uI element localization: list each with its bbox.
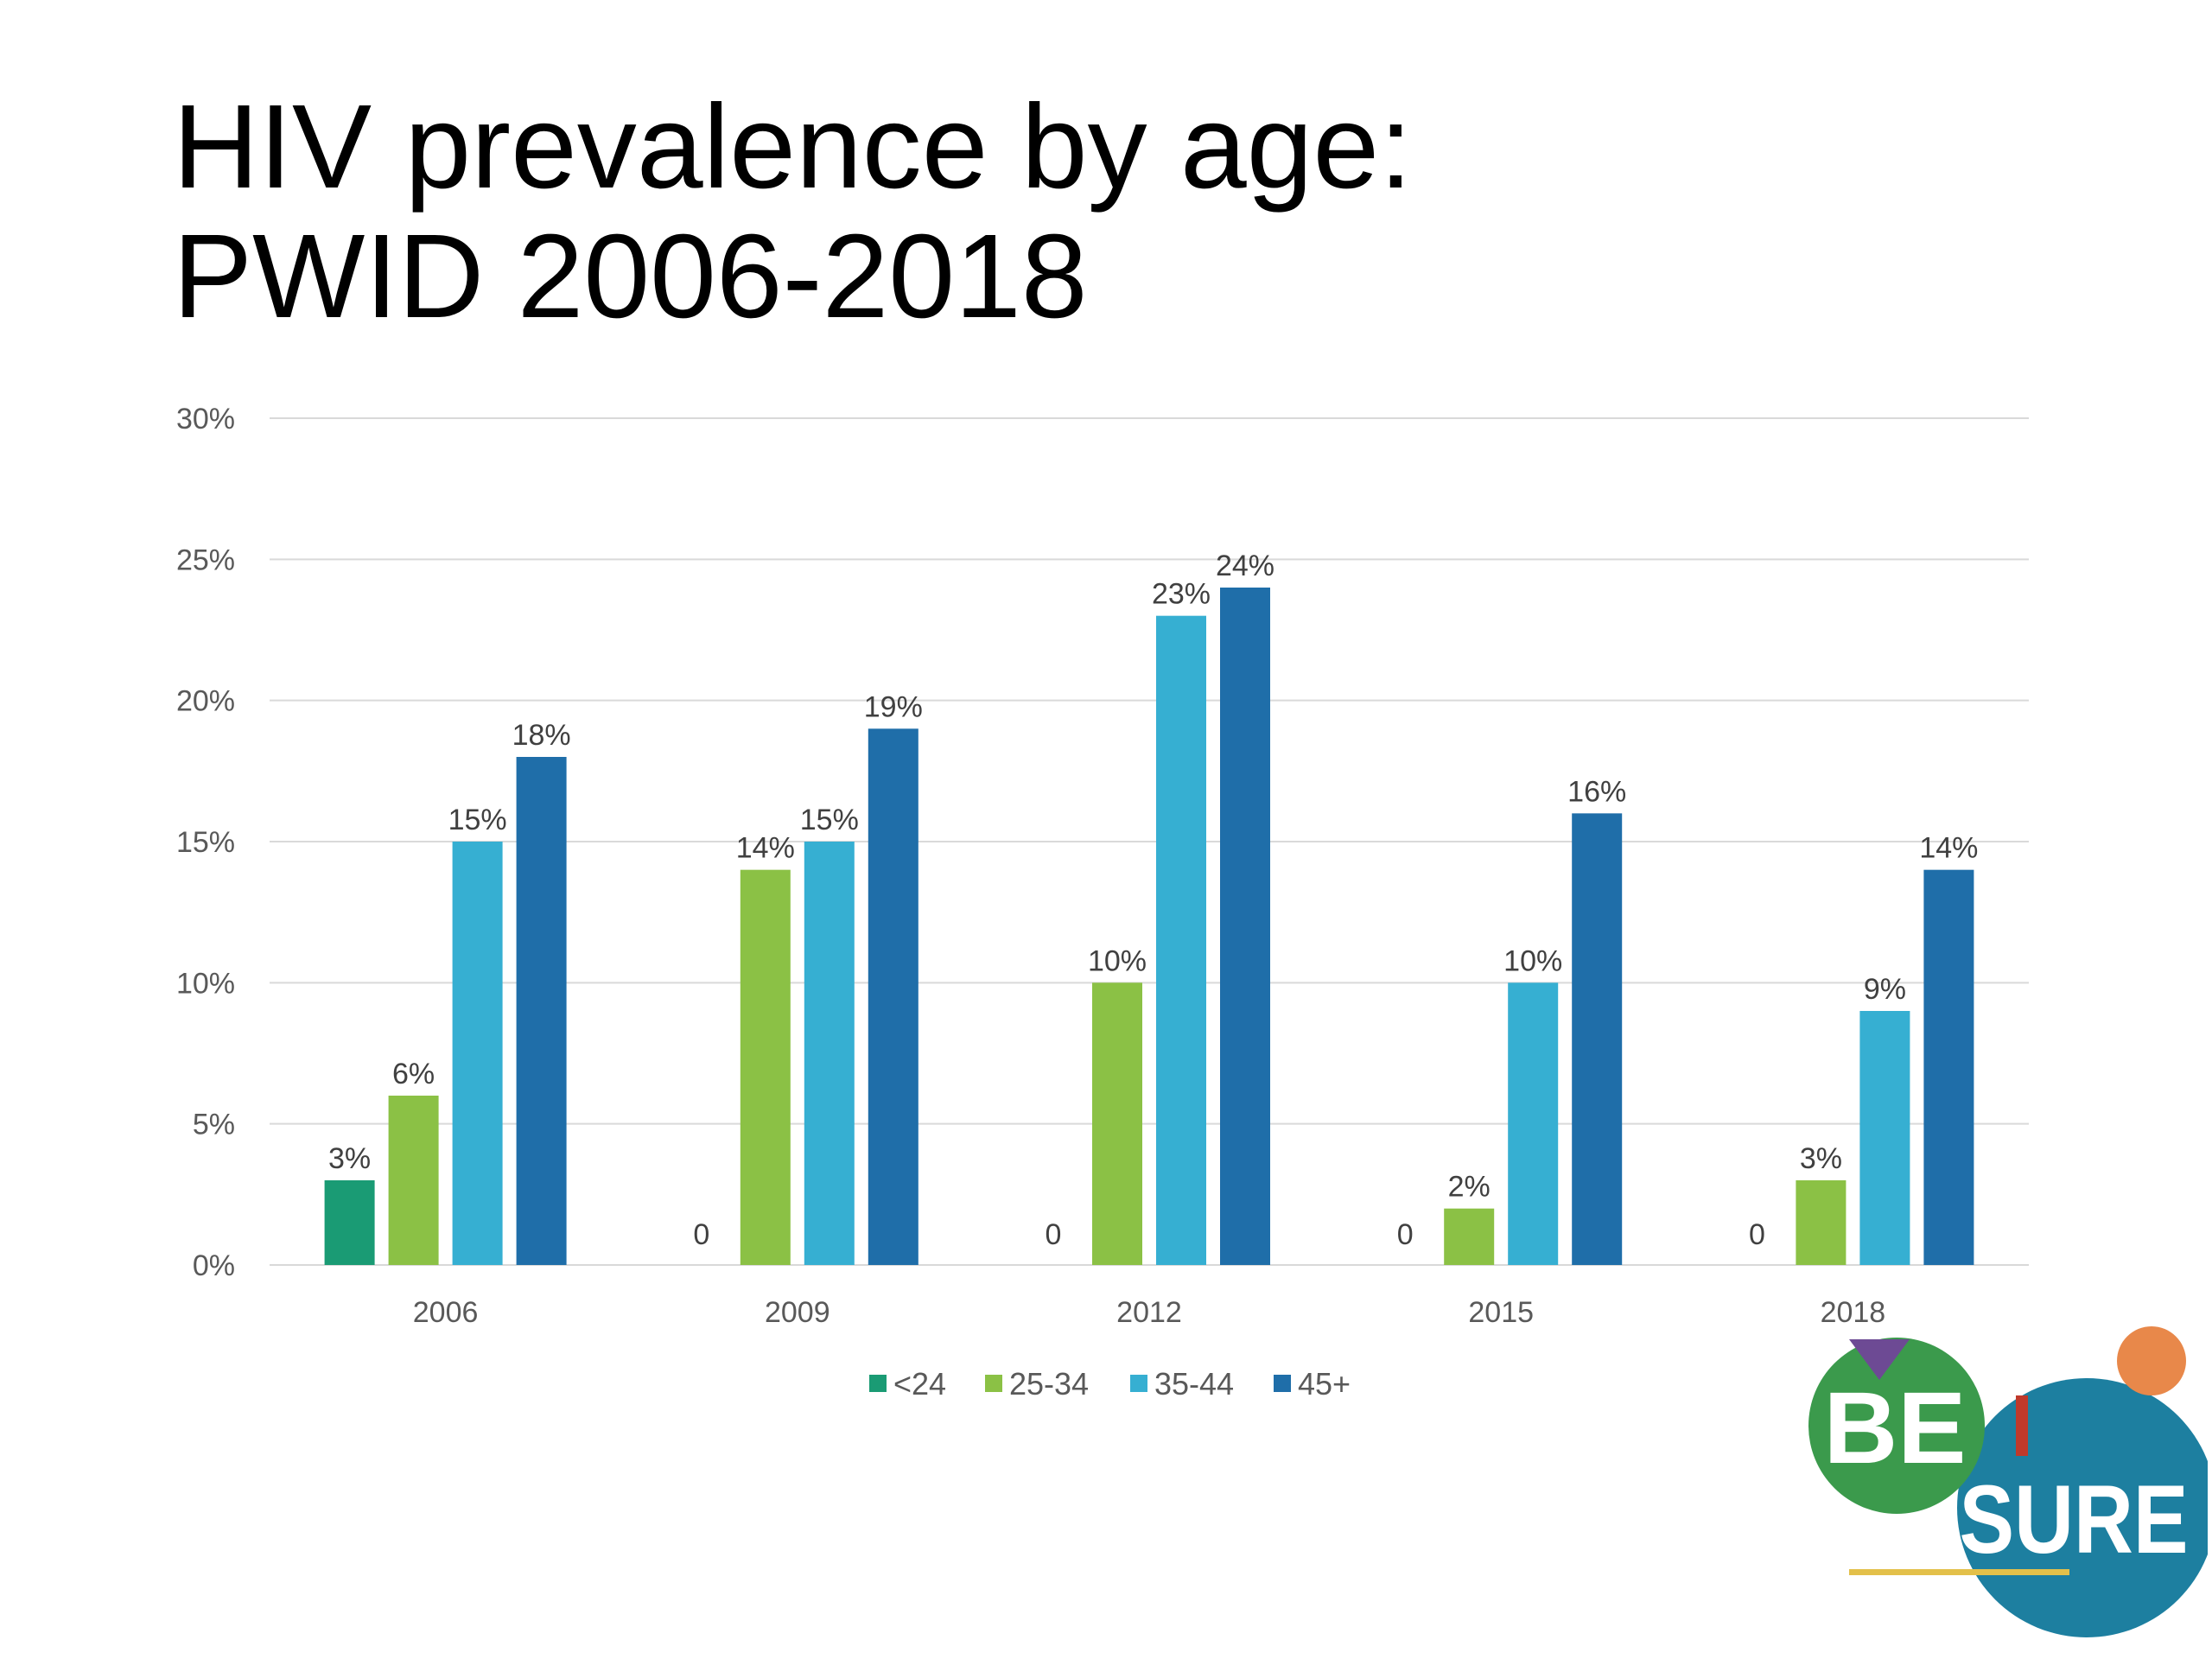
- y-tick-label: 25%: [176, 543, 235, 576]
- data-label: 18%: [512, 719, 571, 752]
- bar-35-44-2012: [1156, 615, 1206, 1265]
- title-line-2: PWID 2006-2018: [173, 210, 1088, 343]
- data-label: 15%: [448, 804, 507, 836]
- x-tick-label: 2009: [765, 1296, 830, 1329]
- logo-text-sure: SURE: [1960, 1465, 2189, 1573]
- bar-25-34-2009: [740, 869, 791, 1265]
- slide-title: HIV prevalence by age: PWID 2006-2018: [173, 82, 1413, 341]
- bar-45+-2009: [868, 728, 918, 1265]
- besure-logo: BE SURE: [1808, 1326, 2208, 1637]
- legend-swatch: [869, 1375, 887, 1392]
- bars: [324, 588, 1974, 1265]
- data-label: 14%: [1919, 832, 1978, 865]
- bar-25-34-2015: [1444, 1208, 1495, 1265]
- data-label: 23%: [1152, 578, 1211, 611]
- data-labels: 3%6%15%18%014%15%19%010%23%24%02%10%16%0…: [328, 550, 1978, 1251]
- y-axis-ticks: 0% 5% 10% 15% 20% 25% 30%: [176, 403, 235, 1282]
- legend-label: 25-34: [1009, 1366, 1089, 1402]
- bar-45+-2006: [516, 757, 567, 1265]
- data-label: 14%: [736, 832, 795, 865]
- data-label: 9%: [1864, 973, 1906, 1006]
- logo-gold-underline: [1849, 1569, 2069, 1575]
- data-label: 0: [1046, 1218, 1062, 1251]
- bar-35-44-2015: [1508, 982, 1559, 1265]
- x-axis-ticks: 2006 2009 2012 2015 2018: [413, 1296, 1885, 1329]
- data-label: 10%: [1503, 944, 1562, 977]
- y-tick-label: 15%: [176, 826, 235, 859]
- data-label: 15%: [800, 804, 859, 836]
- legend-swatch: [985, 1375, 1002, 1392]
- legend-swatch: [1274, 1375, 1291, 1392]
- data-label: 19%: [864, 690, 923, 723]
- logo-purple-triangle: [1849, 1339, 1910, 1380]
- x-tick-label: 2012: [1116, 1296, 1182, 1329]
- legend-label: <24: [893, 1366, 946, 1402]
- x-tick-label: 2006: [413, 1296, 479, 1329]
- logo-text-be: BE: [1824, 1371, 1967, 1485]
- logo-green-circle: [1808, 1338, 1985, 1514]
- bar-35-44-2009: [804, 842, 855, 1265]
- y-tick-label: 0%: [193, 1249, 235, 1282]
- y-tick-label: 20%: [176, 685, 235, 718]
- logo-red-bar: [2016, 1395, 2028, 1456]
- bar-45+-2015: [1572, 813, 1623, 1265]
- bar-25-34-2018: [1796, 1180, 1847, 1265]
- bar-25-34-2006: [388, 1096, 439, 1265]
- data-label: 10%: [1088, 944, 1147, 977]
- y-tick-label: 10%: [176, 967, 235, 1000]
- y-tick-label: 30%: [176, 403, 235, 435]
- data-label: 3%: [1800, 1142, 1842, 1175]
- data-label: 0: [1749, 1218, 1765, 1251]
- x-tick-label: 2015: [1468, 1296, 1534, 1329]
- data-label: 16%: [1567, 775, 1626, 808]
- x-tick-label: 2018: [1821, 1296, 1886, 1329]
- data-label: 6%: [392, 1058, 435, 1090]
- data-label: 0: [1397, 1218, 1414, 1251]
- bar-35-44-2006: [452, 842, 503, 1265]
- data-label: 0: [693, 1218, 709, 1251]
- title-line-1: HIV prevalence by age:: [173, 80, 1413, 213]
- bar-<24-2006: [324, 1180, 375, 1265]
- bar-25-34-2012: [1092, 982, 1142, 1265]
- legend-label: 45+: [1298, 1366, 1351, 1402]
- bar-35-44-2018: [1859, 1011, 1910, 1265]
- legend-swatch: [1130, 1375, 1147, 1392]
- data-label: 24%: [1216, 550, 1274, 582]
- legend-label: 35-44: [1154, 1366, 1234, 1402]
- y-tick-label: 5%: [193, 1109, 235, 1141]
- data-label: 2%: [1448, 1171, 1491, 1204]
- bar-45+-2018: [1923, 869, 1974, 1265]
- logo-orange-dot: [2117, 1326, 2186, 1395]
- bar-45+-2012: [1220, 588, 1270, 1265]
- data-label: 3%: [328, 1142, 371, 1175]
- legend: <24 25-34 35-44 45+: [869, 1366, 1351, 1402]
